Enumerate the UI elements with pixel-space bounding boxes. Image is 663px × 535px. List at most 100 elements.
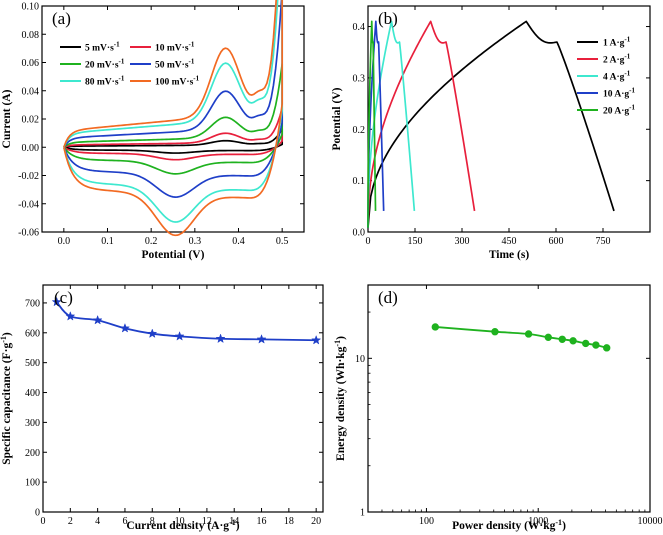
- legend-label-sup: -1: [114, 41, 120, 49]
- legend-label-sup: -1: [193, 75, 199, 83]
- data-point: [582, 339, 590, 348]
- y-tick-label: 0.08: [22, 30, 40, 41]
- x-tick-label: 2: [68, 516, 73, 527]
- legend-label: 50 mV·s-1: [155, 58, 195, 71]
- y-axis-label: Potential (V): [331, 87, 343, 150]
- y-tick-label: 400: [25, 388, 40, 399]
- y-tick-label: 0.04: [22, 86, 40, 97]
- legend-label-base: 20 mV·s: [85, 61, 119, 71]
- y-tick-label: 700: [25, 298, 40, 309]
- data-point-star: [92, 314, 103, 325]
- legend-label-sup: -1: [624, 70, 630, 78]
- legend-label-base: 100 mV·s: [155, 78, 194, 88]
- data-point-star: [311, 334, 322, 345]
- panel-label: (d): [378, 288, 398, 307]
- y-tick-label: -0.02: [18, 171, 39, 182]
- legend-label-sup: -1: [119, 58, 125, 66]
- y-axis-label: Energy density (Wh·kg-1): [333, 336, 347, 461]
- data-point-star: [215, 333, 226, 344]
- data-point-star: [256, 334, 267, 344]
- legend-label-sup: -1: [119, 75, 125, 83]
- x-tick-label: 100: [419, 516, 434, 527]
- series-line: [435, 326, 607, 349]
- cv-curve-series-6: [63, 0, 284, 237]
- gcd-curve-series-5: [367, 20, 377, 228]
- legend-label: 20 A·g-1: [603, 104, 635, 117]
- y-tick-label: 0.0: [353, 228, 366, 239]
- x-tick-label: 0: [366, 236, 371, 247]
- x-axis-label-end: ): [236, 520, 240, 532]
- data-point: [603, 344, 611, 352]
- x-tick-label: 14: [229, 516, 239, 527]
- x-tick-label: 300: [455, 236, 470, 247]
- legend-label: 5 mV·s-1: [85, 41, 120, 54]
- x-tick-label: 150: [408, 236, 423, 247]
- x-tick-label: 20: [311, 516, 321, 527]
- y-tick-label: 100: [25, 478, 40, 489]
- y-tick-label: 1: [360, 508, 365, 519]
- legend-label-sup: -1: [629, 87, 635, 95]
- y-tick-label: 0.1: [353, 176, 366, 187]
- y-axis-label-end: ): [1, 332, 13, 336]
- legend-label-base: 1 A·g: [603, 39, 625, 49]
- legend-label-sup: -1: [189, 41, 195, 49]
- y-tick-label: 0.4: [353, 22, 366, 33]
- x-tick-label: 0: [41, 516, 46, 527]
- data-point: [431, 323, 439, 331]
- legend-label-base: 20 A·g: [603, 107, 629, 117]
- x-tick-label: 10000: [638, 516, 663, 527]
- panel-label: (a): [52, 9, 71, 28]
- plot-frame-4: [367, 284, 651, 513]
- y-tick-label: 0: [35, 508, 40, 519]
- x-tick-label: 0.1: [101, 236, 114, 247]
- data-point: [491, 328, 499, 336]
- y-tick-label: 0.3: [353, 73, 366, 84]
- x-axis-label: Time (s): [489, 249, 530, 261]
- legend-label-sup: -1: [624, 36, 630, 44]
- data-point: [558, 335, 566, 343]
- y-axis-label-end: ): [335, 336, 347, 340]
- data-point: [592, 341, 600, 349]
- data-point: [544, 333, 552, 342]
- x-tick-label: 0.0: [58, 236, 71, 247]
- legend-label-base: 50 mV·s: [155, 61, 189, 71]
- x-tick-label: 16: [257, 516, 267, 527]
- legend-label-sup: -1: [624, 53, 630, 61]
- legend-label-sup: -1: [629, 104, 635, 112]
- y-tick-label: 0.02: [22, 115, 40, 126]
- y-tick-label: 600: [25, 328, 40, 339]
- cv-curve-series-2: [63, 107, 284, 161]
- x-tick-label: 0.5: [276, 236, 289, 247]
- y-tick-label: 10: [355, 354, 365, 365]
- y-axis-label: Current (A): [1, 89, 13, 148]
- cv-curve-series-4: [63, 0, 284, 198]
- x-tick-label: 450: [502, 236, 517, 247]
- legend-label: 100 mV·s-1: [155, 75, 200, 88]
- x-tick-label: 8: [150, 516, 155, 527]
- x-axis-label-end: ): [562, 520, 566, 532]
- y-tick-label: 300: [25, 418, 40, 429]
- x-tick-label: 10: [175, 516, 185, 527]
- legend-label: 4 A·g-1: [603, 70, 631, 83]
- y-tick-label: -0.04: [18, 199, 39, 210]
- panel-c: 0 2 4 6 8 10 12 14 16 18 200100200300400500600700(…: [0, 284, 324, 532]
- legend-label-base: 10 mV·s: [155, 44, 189, 54]
- data-point: [569, 337, 577, 345]
- gcd-curve-series-4: [367, 20, 385, 228]
- legend-label-base: 2 A·g: [603, 56, 625, 66]
- legend-label-base: 10 A·g: [603, 90, 629, 100]
- x-tick-label: 4: [95, 516, 100, 527]
- panel-label: (b): [378, 9, 398, 28]
- y-axis-label-base: Energy density (Wh·kg: [335, 346, 347, 461]
- legend-label: 1 A·g-1: [603, 36, 631, 49]
- y-tick-label: 0.06: [22, 58, 40, 69]
- x-tick-label: 1000: [528, 516, 548, 527]
- y-tick-label: -0.06: [18, 228, 39, 239]
- plot-frame-1: [41, 5, 305, 233]
- y-tick-label: 500: [25, 358, 40, 369]
- legend-label: 20 mV·s-1: [85, 58, 125, 71]
- data-point-star: [51, 296, 62, 307]
- x-axis-label-base: Power density (W·kg: [452, 520, 556, 532]
- x-axis-label-sup: -1: [229, 518, 236, 527]
